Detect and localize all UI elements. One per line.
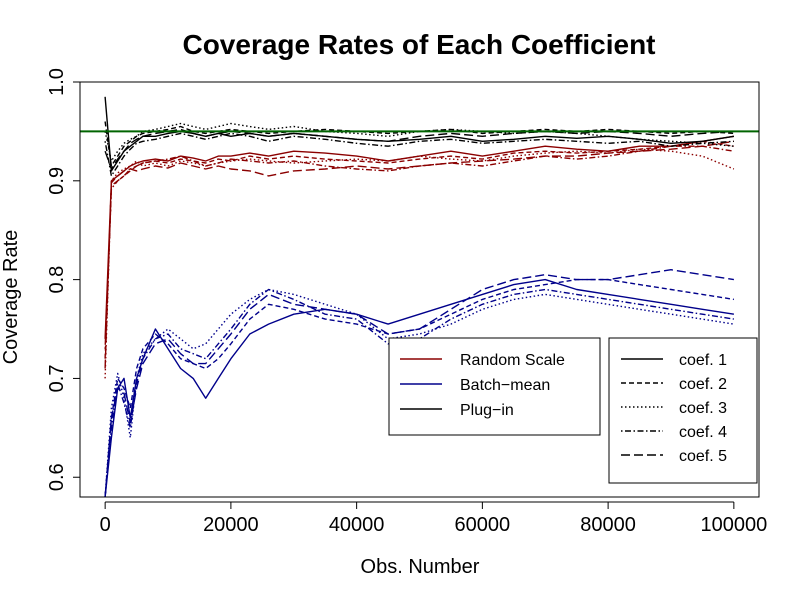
y-tick-label: 1.0 bbox=[46, 68, 68, 96]
series-plug-in-coef-4 bbox=[104, 132, 734, 177]
x-axis-label: Obs. Number bbox=[361, 556, 480, 578]
series-plug-in-coef-5 bbox=[104, 128, 734, 170]
legend-methods-box bbox=[388, 337, 601, 436]
series-plug-in-coef-1 bbox=[104, 96, 735, 172]
legend-coefficients: coef. 1 coef. 2 coef. 3 coef. 4 coef. 5 bbox=[608, 337, 758, 484]
series-random-scale-coef-4 bbox=[104, 145, 735, 349]
y-tick-label: 0.7 bbox=[46, 365, 68, 393]
series-batch-mean-coef-4 bbox=[104, 288, 735, 497]
series-layer bbox=[104, 96, 735, 497]
legend-label: Plug−in bbox=[460, 402, 514, 419]
y-tick-label: 0.8 bbox=[46, 266, 68, 294]
x-axis: 0 20000 40000 60000 80000 100000 bbox=[100, 501, 767, 536]
x-tick-label: 100000 bbox=[700, 514, 767, 536]
legend-item-coef-4: coef. 4 bbox=[621, 424, 727, 441]
legend-label: Batch−mean bbox=[460, 377, 550, 394]
legend-methods: Random Scale Batch−mean Plug−in bbox=[388, 337, 601, 436]
series-random-scale-coef-1 bbox=[104, 135, 735, 339]
legend-label: coef. 1 bbox=[679, 352, 727, 369]
x-tick-label: 80000 bbox=[580, 514, 636, 536]
series-random-scale-coef-5 bbox=[104, 140, 735, 369]
series-random-scale-coef-3 bbox=[104, 148, 735, 379]
y-axis-label: Coverage Rate bbox=[0, 230, 22, 365]
y-tick-label: 0.6 bbox=[46, 463, 68, 491]
chart-title: Coverage Rates of Each Coefficient bbox=[182, 29, 655, 60]
y-tick-label: 0.9 bbox=[46, 167, 68, 195]
series-plug-in-coef-3 bbox=[104, 122, 734, 162]
legend-label: Random Scale bbox=[460, 352, 565, 369]
legend-item-coef-5: coef. 5 bbox=[621, 448, 727, 465]
legend-item-coef-1: coef. 1 bbox=[621, 352, 727, 369]
legend-item-batch-mean: Batch−mean bbox=[400, 377, 550, 394]
legend-item-coef-3: coef. 3 bbox=[621, 400, 727, 417]
legend-label: coef. 5 bbox=[679, 448, 727, 465]
legend-coefficients-box bbox=[608, 337, 758, 484]
x-tick-label: 60000 bbox=[455, 514, 511, 536]
legend-label: coef. 3 bbox=[679, 400, 727, 417]
legend-item-random-scale: Random Scale bbox=[400, 352, 565, 369]
series-random-scale-coef-2 bbox=[104, 140, 735, 359]
x-tick-label: 0 bbox=[100, 514, 111, 536]
x-tick-label: 20000 bbox=[203, 514, 259, 536]
legend-item-plug-in: Plug−in bbox=[400, 402, 514, 419]
legend-item-coef-2: coef. 2 bbox=[621, 376, 727, 393]
series-batch-mean-coef-5 bbox=[104, 269, 735, 497]
x-tick-label: 40000 bbox=[329, 514, 385, 536]
series-batch-mean-coef-3 bbox=[104, 288, 735, 497]
y-axis: 0.6 0.7 0.8 0.9 1.0 bbox=[46, 68, 81, 491]
legend-label: coef. 4 bbox=[679, 424, 727, 441]
legend-label: coef. 2 bbox=[679, 376, 727, 393]
